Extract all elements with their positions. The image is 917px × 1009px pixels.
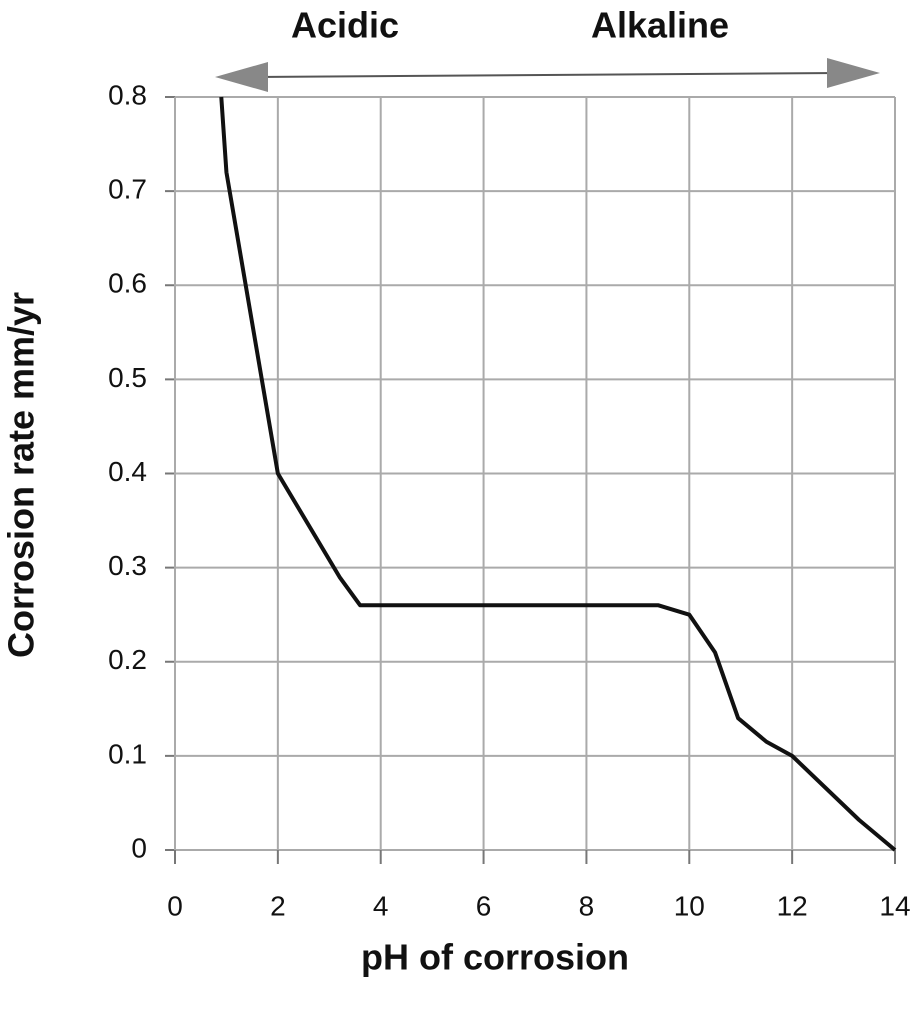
x-axis-label: pH of corrosion — [361, 937, 629, 978]
x-tick-label: 0 — [167, 890, 183, 921]
y-tick-label: 0.6 — [108, 268, 147, 299]
y-axis-label: Corrosion rate mm/yr — [1, 292, 42, 658]
y-tick-label: 0.7 — [108, 174, 147, 205]
y-tick-label: 0.5 — [108, 362, 147, 393]
annotation: Acidic — [291, 5, 399, 46]
range-arrow — [215, 58, 880, 92]
x-tick-label: 14 — [879, 890, 910, 921]
y-tick-label: 0.2 — [108, 644, 147, 675]
data-line — [219, 96, 897, 852]
annotation: Alkaline — [591, 5, 729, 46]
y-tick-label: 0.8 — [108, 79, 147, 110]
x-tick-label: 8 — [579, 890, 595, 921]
y-tick-label: 0 — [131, 832, 147, 863]
y-tick-label: 0.3 — [108, 550, 147, 581]
x-tick-label: 6 — [476, 890, 492, 921]
x-tick-label: 10 — [674, 890, 705, 921]
y-tick-label: 0.1 — [108, 738, 147, 769]
x-tick-label: 12 — [777, 890, 808, 921]
y-tick-label: 0.4 — [108, 456, 147, 487]
x-tick-label: 2 — [270, 890, 286, 921]
x-tick-label: 4 — [373, 890, 389, 921]
